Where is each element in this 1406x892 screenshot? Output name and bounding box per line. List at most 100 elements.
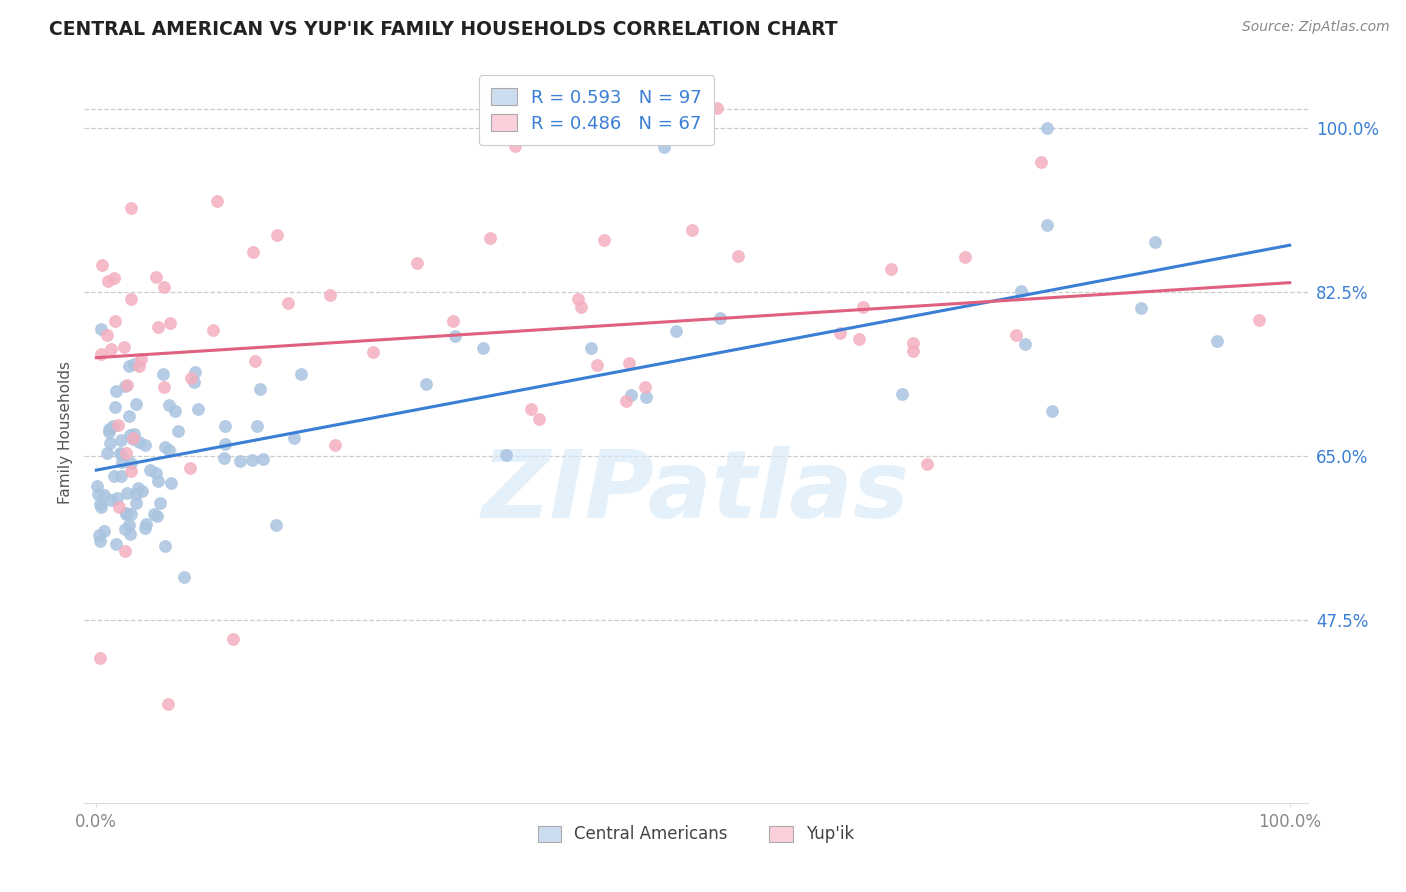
Point [621, 93, 644, 107]
Point [86, 479, 108, 493]
Point [586, 359, 609, 373]
Point [222, 632, 245, 646]
Point [110, 434, 132, 448]
Point [406, 256, 429, 270]
Point [122, 357, 145, 371]
Point [117, 485, 139, 500]
Point [179, 460, 201, 475]
Point [134, 438, 156, 452]
Point [581, 341, 603, 355]
Point [90, 258, 112, 272]
Point [246, 418, 269, 433]
Point [214, 437, 236, 451]
Point [551, 126, 574, 140]
Point [114, 522, 136, 536]
Point [105, 384, 128, 398]
Point [318, 288, 340, 302]
Point [118, 359, 141, 373]
Point [100, 493, 122, 508]
Point [266, 518, 288, 533]
Point [114, 446, 136, 460]
Point [146, 320, 169, 334]
Point [240, 453, 263, 467]
Point [157, 442, 180, 457]
Point [520, 401, 543, 416]
Point [1206, 334, 1229, 349]
Point [1031, 154, 1053, 169]
Point [115, 377, 138, 392]
Point [1035, 218, 1057, 232]
Point [139, 463, 162, 477]
Point [89, 497, 111, 511]
Point [118, 409, 141, 424]
Point [252, 452, 274, 467]
Y-axis label: Family Households: Family Households [58, 361, 73, 504]
Point [229, 454, 252, 468]
Point [114, 506, 136, 520]
Point [361, 345, 384, 359]
Point [129, 351, 152, 366]
Point [96, 446, 118, 460]
Point [142, 507, 165, 521]
Point [879, 262, 901, 277]
Point [96, 327, 118, 342]
Point [98, 435, 121, 450]
Point [614, 394, 637, 409]
Point [152, 367, 174, 381]
Point [117, 517, 139, 532]
Point [266, 228, 288, 243]
Point [122, 426, 145, 441]
Point [125, 496, 148, 510]
Point [134, 521, 156, 535]
Point [249, 382, 271, 396]
Point [120, 527, 142, 541]
Point [128, 435, 150, 450]
Point [852, 301, 875, 315]
Point [953, 250, 976, 264]
Point [665, 324, 688, 338]
Point [478, 231, 501, 245]
Text: CENTRAL AMERICAN VS YUP'IK FAMILY HOUSEHOLDS CORRELATION CHART: CENTRAL AMERICAN VS YUP'IK FAMILY HOUSEH… [49, 20, 838, 38]
Point [120, 457, 142, 471]
Point [903, 344, 925, 359]
Point [157, 398, 180, 412]
Point [120, 464, 142, 478]
Point [90, 500, 112, 515]
Point [323, 437, 346, 451]
Point [100, 342, 122, 356]
Point [212, 451, 235, 466]
Point [97, 422, 120, 436]
Point [634, 390, 657, 404]
Point [112, 340, 135, 354]
Point [443, 329, 465, 343]
Point [114, 544, 136, 558]
Point [915, 457, 938, 471]
Point [104, 314, 127, 328]
Point [120, 292, 142, 306]
Point [503, 139, 526, 153]
Point [153, 380, 176, 394]
Point [131, 483, 153, 498]
Point [709, 310, 731, 325]
Point [441, 314, 464, 328]
Point [166, 425, 188, 439]
Point [901, 335, 924, 350]
Point [681, 223, 703, 237]
Point [157, 698, 180, 712]
Point [125, 397, 148, 411]
Point [115, 507, 138, 521]
Point [201, 323, 224, 337]
Point [205, 194, 228, 209]
Point [890, 386, 912, 401]
Point [283, 431, 305, 445]
Point [118, 428, 141, 442]
Point [243, 354, 266, 368]
Point [153, 539, 176, 553]
Point [163, 403, 186, 417]
Point [290, 367, 312, 381]
Point [107, 417, 129, 432]
Point [567, 292, 589, 306]
Point [146, 474, 169, 488]
Point [529, 412, 551, 426]
Point [93, 524, 115, 538]
